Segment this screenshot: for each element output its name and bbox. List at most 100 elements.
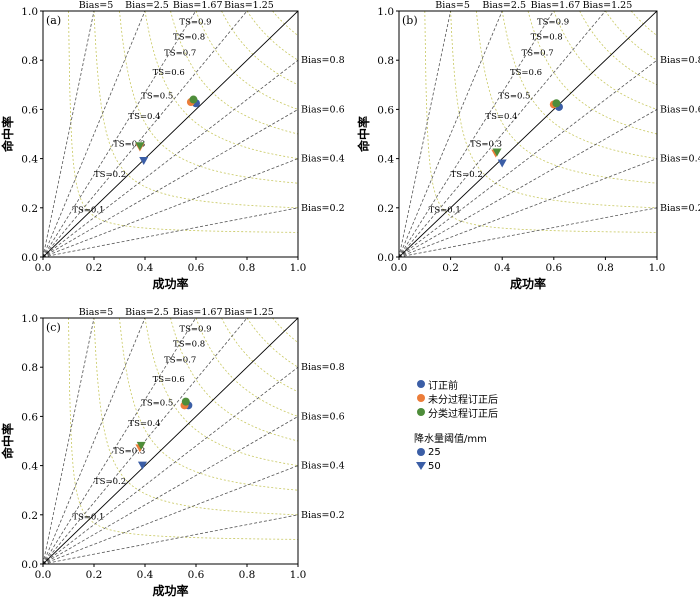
ts-label: TS=0.2 [451,170,483,180]
ts-curve [476,11,657,184]
y-tick-label: 0.4 [377,154,394,166]
y-tick-label: 1.0 [377,6,394,18]
ts-label: TS=0.3 [113,139,145,149]
legend-label-threshold-25: 25 [428,446,441,458]
axes-frame [398,10,658,258]
bias-right-label: Bias=0.2 [301,203,345,214]
panel-label: (a) [46,14,61,27]
data-point-triangle [497,159,507,168]
bias-top-label: Bias=2.5 [125,0,169,11]
ts-label: TS=0.1 [72,513,104,523]
panel-b: TS=0.1 TS=0.2 TS=0.3 TS=0.4 TS=0.5 TS=0.6 TS=0… [356,0,700,291]
x-tick-label: 1.0 [290,262,307,274]
bias-line [399,207,657,257]
ts-curve [553,11,657,110]
x-tick-label: 0.4 [137,569,154,581]
ts-label: TS=0.5 [498,91,530,101]
x-tick-label: 0.0 [35,262,52,274]
x-tick-label: 0.6 [188,262,205,274]
ts-curve [527,11,657,135]
ts-label: TS=0.3 [113,446,145,456]
y-tick-label: 0.6 [377,104,394,116]
bias-right-label: Bias=0.6 [301,411,345,422]
legend-item-threshold-50: 50 [414,459,498,473]
y-tick-label: 1.0 [21,6,38,18]
x-axis-label: 成功率 [152,583,188,597]
ts-curve [501,11,657,159]
y-tick-label: 0.0 [21,559,38,571]
x-tick-label: 0.2 [86,569,103,581]
y-tick-label: 0.2 [21,203,38,215]
bias-line [43,318,197,564]
ts-curve [144,318,298,466]
bias-line [43,11,197,257]
ts-label: TS=0.4 [128,112,160,122]
bias-line [43,207,298,257]
legend-item-unclassified: 未分过程订正后 [414,391,498,406]
data-point-triangle [139,157,149,166]
panel-label: (b) [402,14,418,27]
y-axis-label: 命中率 [356,116,371,153]
x-tick-label: 0.2 [442,262,459,274]
x-tick-label: 0.8 [239,569,256,581]
bias-line [43,465,298,564]
ts-curve [68,318,298,540]
x-tick-label: 0.0 [391,262,408,274]
y-tick-label: 1.0 [21,313,38,325]
ts-label: TS=0.1 [429,206,461,216]
bias-one-line [399,11,657,257]
ts-label: TS=0.9 [179,325,211,335]
x-tick-label: 0.8 [239,262,256,274]
bias-line [43,59,298,257]
ts-curve [119,318,298,491]
ts-label: TS=0.4 [128,419,160,429]
legend-item-classified: 分类过程订正后 [414,405,498,420]
ts-curve [195,11,298,110]
plot-area [399,11,657,257]
data-point-triangle [136,441,146,450]
ts-curve [221,318,298,393]
ts-curve [144,11,298,159]
y-tick-label: 0.0 [377,252,394,264]
plot-area [43,11,298,257]
ts-label: TS=0.8 [531,32,563,42]
y-tick-label: 0.6 [21,411,38,423]
bias-top-label: Bias=1.67 [173,0,223,11]
legend-label-unclassified: 未分过程订正后 [428,394,498,406]
ts-label: TS=0.7 [522,48,554,58]
y-tick-label: 0.6 [21,104,38,116]
ts-label: TS=0.9 [179,18,211,28]
bias-one-line [43,318,298,564]
plot-area [43,318,298,564]
legend-label-classified: 分类过程订正后 [428,408,498,420]
ts-label: TS=0.7 [164,48,196,58]
bias-top-label: Bias=1.25 [583,0,633,11]
bias-line [43,318,248,564]
ts-label: TS=0.2 [94,170,126,180]
bias-right-label: Bias=0.4 [301,154,345,165]
ts-label: TS=0.6 [510,68,542,78]
y-tick-label: 0.2 [21,510,38,522]
bias-top-label: Bias=1.25 [224,0,274,11]
bias-line [43,366,298,564]
bias-line [399,109,657,257]
ts-label: TS=0.4 [485,112,517,122]
y-tick-label: 0.0 [21,252,38,264]
bias-line [43,109,298,257]
ts-label: TS=0.7 [164,355,196,365]
legend-marker-triangle [416,462,426,470]
bias-right-label: Bias=0.2 [660,203,700,214]
data-point-circle [552,99,561,108]
data-point-circle [189,95,198,104]
axes-frame [42,10,299,258]
legend: 订正前 未分过程订正后 分类过程订正后 降水量阈值/mm 25 50 [414,377,498,473]
panel-label: (c) [46,321,61,334]
data-point-circle [181,397,190,406]
y-tick-label: 0.8 [377,55,394,67]
ts-curve [68,11,298,233]
x-tick-label: 0.0 [35,569,52,581]
bias-right-label: Bias=0.4 [301,461,345,472]
y-tick-label: 0.8 [21,362,38,374]
bias-line [399,11,554,257]
